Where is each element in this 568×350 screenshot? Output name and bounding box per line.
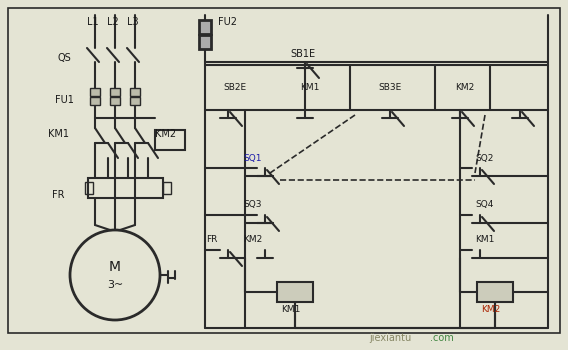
Text: jiexiantu: jiexiantu	[369, 333, 411, 343]
Text: QS: QS	[57, 53, 71, 63]
Text: SB3E: SB3E	[378, 84, 401, 92]
Bar	[155, 130, 185, 150]
Bar	[199, 20, 211, 34]
Bar	[199, 35, 211, 49]
Text: SB1E: SB1E	[290, 49, 315, 59]
Text: L1: L1	[87, 17, 99, 27]
Text: L3: L3	[127, 17, 139, 27]
Text: KM2: KM2	[243, 236, 262, 245]
Text: FR: FR	[206, 236, 218, 245]
Bar	[85, 182, 93, 194]
Bar	[110, 97, 120, 105]
Text: L2: L2	[107, 17, 119, 27]
Text: FU2: FU2	[218, 17, 237, 27]
Text: M: M	[109, 260, 121, 274]
Text: SQ3: SQ3	[243, 201, 261, 210]
Text: KM1: KM1	[475, 236, 494, 245]
Text: KM1: KM1	[300, 84, 319, 92]
Bar	[130, 97, 140, 105]
Bar	[90, 97, 100, 105]
Bar	[130, 88, 140, 96]
Text: KM2: KM2	[455, 84, 474, 92]
Bar	[88, 178, 163, 198]
Text: KM2: KM2	[481, 306, 500, 315]
Text: SQ4: SQ4	[475, 201, 494, 210]
Text: FU1: FU1	[55, 95, 74, 105]
Bar	[90, 88, 100, 96]
Bar	[163, 182, 171, 194]
Text: KM1: KM1	[48, 129, 69, 139]
Bar	[110, 88, 120, 96]
Text: SB2E: SB2E	[223, 84, 246, 92]
Text: SQ2: SQ2	[475, 154, 494, 162]
Text: .com: .com	[430, 333, 454, 343]
Bar	[477, 282, 513, 302]
Bar	[277, 282, 313, 302]
Text: KM1: KM1	[281, 306, 300, 315]
Text: 3~: 3~	[107, 280, 123, 290]
Text: SQ1: SQ1	[243, 154, 261, 162]
Text: KM2: KM2	[155, 129, 176, 139]
Text: FR: FR	[52, 190, 65, 200]
